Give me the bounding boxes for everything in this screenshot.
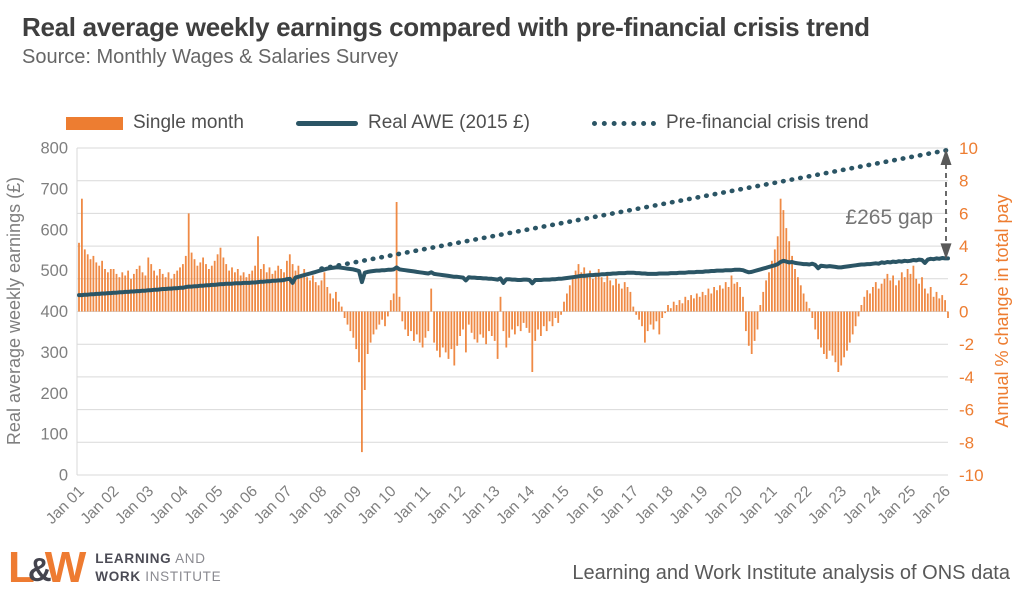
svg-text:Jan 20: Jan 20 xyxy=(701,483,746,528)
page-title: Real average weekly earnings compared wi… xyxy=(22,12,870,42)
logo-ampersand: & xyxy=(27,550,52,588)
svg-text:-10: -10 xyxy=(959,466,984,485)
svg-text:Jan 01: Jan 01 xyxy=(43,483,88,528)
svg-text:Jan 03: Jan 03 xyxy=(112,483,157,528)
svg-text:800: 800 xyxy=(40,140,68,158)
svg-text:Jan 02: Jan 02 xyxy=(77,483,122,528)
svg-text:600: 600 xyxy=(40,221,68,239)
legend-item-trend: Pre-financial crisis trend xyxy=(592,112,869,134)
svg-text:0: 0 xyxy=(59,467,68,485)
svg-text:200: 200 xyxy=(40,385,68,403)
svg-text:Jan 24: Jan 24 xyxy=(840,483,885,528)
right-axis-title: Annual % change in total pay xyxy=(992,194,1012,427)
teal-line-swatch-icon xyxy=(296,120,358,126)
svg-text:400: 400 xyxy=(40,303,68,321)
svg-text:2: 2 xyxy=(959,270,968,289)
svg-text:Jan 04: Jan 04 xyxy=(147,483,192,528)
logo-text-learning: LEARNING xyxy=(95,551,172,567)
svg-text:6: 6 xyxy=(959,204,968,223)
page-subtitle: Source: Monthly Wages & Salaries Survey xyxy=(22,46,399,68)
svg-text:Jan 09: Jan 09 xyxy=(320,483,365,528)
lw-logo-icon: L & W xyxy=(8,546,86,590)
orange-bar-swatch-icon xyxy=(66,116,123,130)
svg-text:500: 500 xyxy=(40,262,68,280)
svg-text:-2: -2 xyxy=(959,335,974,354)
svg-text:Jan 23: Jan 23 xyxy=(805,483,850,528)
svg-text:Jan 19: Jan 19 xyxy=(666,483,711,528)
lw-institute-logo: L & W LEARNING AND WORK INSTITUTE xyxy=(8,546,221,590)
logo-text-work: WORK xyxy=(95,569,141,584)
legend-label: Real AWE (2015 £) xyxy=(368,112,530,133)
bars-layer xyxy=(78,198,949,453)
legend-label: Pre-financial crisis trend xyxy=(666,112,869,133)
svg-text:Jan 12: Jan 12 xyxy=(424,483,469,528)
svg-text:300: 300 xyxy=(40,344,68,362)
svg-text:-4: -4 xyxy=(959,368,974,387)
svg-text:Jan 10: Jan 10 xyxy=(355,483,400,528)
logo-letter-l: L xyxy=(8,543,35,592)
legend-item-single-month: Single month xyxy=(66,112,244,134)
legend-label: Single month xyxy=(133,112,244,133)
svg-text:10: 10 xyxy=(959,139,978,158)
svg-text:Jan 13: Jan 13 xyxy=(459,483,504,528)
logo-text-institute: INSTITUTE xyxy=(140,569,222,584)
svg-text:Jan 17: Jan 17 xyxy=(597,483,642,528)
axis-ticks: 0 100 200 300 400 500 600 700 800 -10 -8 -6 -4 -2 0 2 4 6… xyxy=(40,139,983,528)
svg-text:4: 4 xyxy=(959,237,968,256)
logo-letter-w: W xyxy=(44,543,87,592)
svg-text:Jan 18: Jan 18 xyxy=(632,483,677,528)
svg-text:Jan 22: Jan 22 xyxy=(770,483,815,528)
svg-text:Jan 07: Jan 07 xyxy=(251,483,296,528)
svg-text:Jan 16: Jan 16 xyxy=(563,483,608,528)
svg-text:Jan 21: Jan 21 xyxy=(736,483,781,528)
svg-text:100: 100 xyxy=(40,426,68,444)
svg-text:Jan 26: Jan 26 xyxy=(909,483,954,528)
svg-text:700: 700 xyxy=(40,180,68,198)
source-credit: Learning and Work Institute analysis of … xyxy=(572,562,1010,584)
svg-text:8: 8 xyxy=(959,172,968,191)
gap-annotation-label: £265 gap xyxy=(845,206,933,229)
svg-text:-6: -6 xyxy=(959,401,974,420)
dotted-line-swatch-icon xyxy=(592,120,656,126)
gap-arrow xyxy=(940,149,952,260)
svg-text:0: 0 xyxy=(959,303,968,322)
legend-item-real-awe: Real AWE (2015 £) xyxy=(296,112,530,134)
svg-text:Jan 08: Jan 08 xyxy=(285,483,330,528)
logo-text-and: AND xyxy=(171,551,206,567)
svg-text:Jan 06: Jan 06 xyxy=(216,483,261,528)
svg-text:Jan 15: Jan 15 xyxy=(528,483,573,528)
logo-text: LEARNING AND WORK INSTITUTE xyxy=(95,550,221,585)
svg-text:-8: -8 xyxy=(959,433,974,452)
left-axis-title: Real average weekly earnings (£) xyxy=(4,177,24,445)
svg-text:Jan 14: Jan 14 xyxy=(493,483,538,528)
svg-text:Jan 05: Jan 05 xyxy=(181,483,226,528)
lines-layer xyxy=(77,147,951,298)
svg-text:Jan 25: Jan 25 xyxy=(874,483,919,528)
